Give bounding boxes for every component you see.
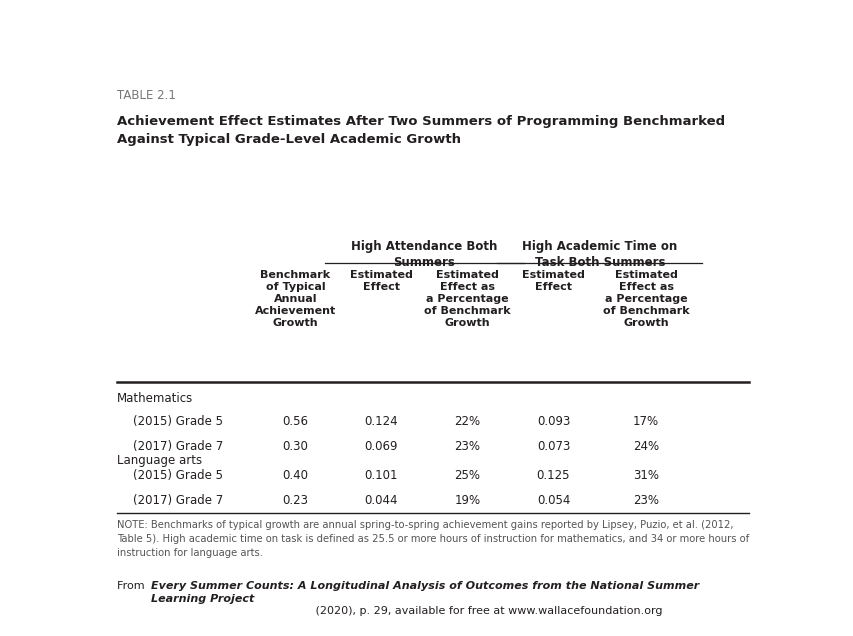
Text: 0.124: 0.124 [364, 415, 397, 428]
Text: High Academic Time on
Task Both Summers: High Academic Time on Task Both Summers [521, 240, 676, 270]
Text: 0.23: 0.23 [282, 494, 308, 506]
Text: From: From [117, 581, 148, 591]
Text: 19%: 19% [454, 494, 480, 506]
Text: (2017) Grade 7: (2017) Grade 7 [133, 494, 223, 506]
Text: Every Summer Counts: A Longitudinal Analysis of Outcomes from the National Summe: Every Summer Counts: A Longitudinal Anal… [151, 581, 699, 604]
Text: 25%: 25% [454, 469, 480, 482]
Text: (2017) Grade 7: (2017) Grade 7 [133, 439, 223, 453]
Text: Estimated
Effect as
a Percentage
of Benchmark
Growth: Estimated Effect as a Percentage of Benc… [602, 270, 688, 328]
Text: Benchmark
of Typical
Annual
Achievement
Growth: Benchmark of Typical Annual Achievement … [254, 270, 335, 328]
Text: TABLE 2.1: TABLE 2.1 [117, 88, 176, 102]
Text: (2015) Grade 5: (2015) Grade 5 [133, 469, 223, 482]
Text: 0.56: 0.56 [282, 415, 308, 428]
Text: 0.073: 0.073 [537, 439, 570, 453]
Text: NOTE: Benchmarks of typical growth are annual spring-to-spring achievement gains: NOTE: Benchmarks of typical growth are a… [117, 520, 748, 558]
Text: 0.054: 0.054 [537, 494, 570, 506]
Text: 0.101: 0.101 [364, 469, 397, 482]
Text: (2020), p. 29, available for free at www.wallacefoundation.org: (2020), p. 29, available for free at www… [311, 606, 662, 616]
Text: Estimated
Effect: Estimated Effect [521, 270, 584, 292]
Text: Estimated
Effect as
a Percentage
of Benchmark
Growth: Estimated Effect as a Percentage of Benc… [424, 270, 510, 328]
Text: High Attendance Both
Summers: High Attendance Both Summers [351, 240, 497, 270]
Text: Mathematics: Mathematics [117, 392, 193, 405]
Text: 24%: 24% [632, 439, 659, 453]
Text: Achievement Effect Estimates After Two Summers of Programming Benchmarked
Agains: Achievement Effect Estimates After Two S… [117, 116, 724, 146]
Text: 0.30: 0.30 [282, 439, 308, 453]
Text: 0.044: 0.044 [364, 494, 397, 506]
Text: 0.40: 0.40 [282, 469, 308, 482]
Text: 31%: 31% [632, 469, 659, 482]
Text: 0.069: 0.069 [364, 439, 397, 453]
Text: 23%: 23% [632, 494, 659, 506]
Text: 23%: 23% [454, 439, 480, 453]
Text: Estimated
Effect: Estimated Effect [350, 270, 412, 292]
Text: 17%: 17% [632, 415, 659, 428]
Text: 22%: 22% [454, 415, 480, 428]
Text: 0.125: 0.125 [537, 469, 570, 482]
Text: Language arts: Language arts [117, 454, 201, 467]
Text: 0.093: 0.093 [537, 415, 570, 428]
Text: (2015) Grade 5: (2015) Grade 5 [133, 415, 223, 428]
